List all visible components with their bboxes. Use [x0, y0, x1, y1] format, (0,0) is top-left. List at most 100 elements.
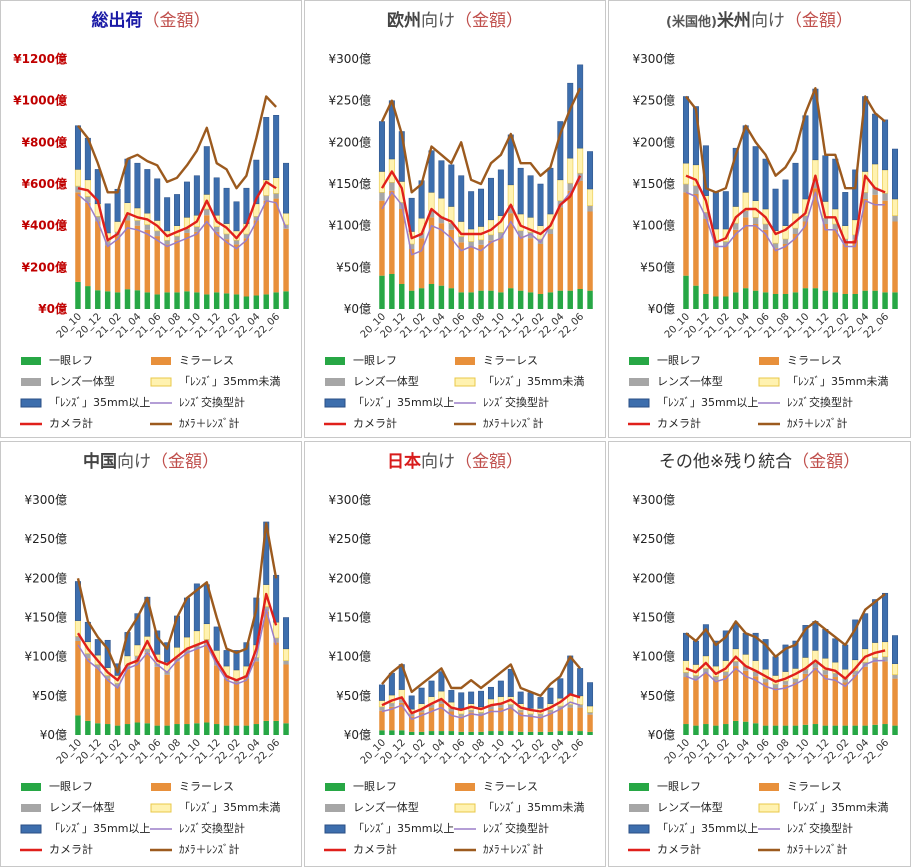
line-lens_total — [685, 659, 886, 691]
bar-mirrorless — [273, 642, 279, 721]
line-camera_total — [76, 592, 278, 682]
bar-lensfixed — [812, 662, 819, 668]
bar-lens_ge35 — [497, 680, 504, 697]
bar-lensfixed — [263, 195, 269, 201]
bar-lens_lt35 — [273, 177, 280, 194]
bar-lensfixed — [85, 196, 91, 203]
y-tick-label: ¥100億 — [632, 650, 675, 664]
bar-lensfixed — [862, 192, 868, 199]
legend-swatch — [628, 824, 650, 834]
bar-lens_ge35 — [233, 201, 240, 232]
y-tick-label: ¥200億 — [632, 571, 675, 585]
bar-lensfixed — [812, 180, 819, 189]
bar-slr — [693, 285, 699, 309]
legend-label: 「ﾚﾝｽﾞ」35mm以上 — [657, 396, 759, 409]
bar-lensfixed — [557, 706, 564, 710]
bar-slr — [723, 724, 729, 735]
bar-lens_lt35 — [882, 169, 889, 194]
bar-slr — [243, 296, 250, 309]
bar-slr — [194, 723, 200, 735]
title-suffix: （金額） — [151, 452, 219, 472]
title-suffix: （金額） — [455, 11, 523, 31]
y-tick-label: ¥250億 — [632, 94, 675, 108]
bar-slr — [862, 725, 868, 735]
bar-lens_ge35 — [587, 151, 594, 190]
legend-swatch — [324, 848, 346, 852]
bar-lensfixed — [762, 224, 769, 230]
line-camera_total — [685, 649, 886, 683]
bar-slr — [134, 722, 141, 735]
bar-mirrorless — [399, 702, 405, 731]
bar-slr — [872, 724, 878, 735]
bar-lens_ge35 — [772, 188, 779, 231]
legend-label: 「ﾚﾝｽﾞ」35mm未満 — [179, 375, 281, 388]
bar-slr — [733, 720, 739, 735]
bar-mirrorless — [154, 666, 160, 726]
bar-mirrorless — [577, 180, 583, 289]
bar-lens_ge35 — [567, 82, 574, 159]
bar-mirrorless — [75, 192, 81, 282]
y-tick-label: ¥1200億 — [13, 51, 67, 66]
bar-lensfixed — [723, 671, 729, 676]
bar-mirrorless — [458, 716, 464, 732]
bar-lensfixed — [792, 228, 799, 234]
legend-swatch — [454, 848, 476, 852]
bar-lensfixed — [792, 678, 799, 683]
bar-slr — [134, 290, 141, 309]
bar-mirrorless — [243, 678, 250, 726]
legend-swatch — [324, 398, 346, 408]
bar-lens_ge35 — [144, 169, 151, 214]
legend-label: 「ﾚﾝｽﾞ」35mm未満 — [483, 801, 585, 814]
bar-mirrorless — [408, 249, 415, 291]
bar-slr — [223, 725, 230, 735]
bar-mirrorless — [852, 239, 858, 294]
chart-panel-4: 日本向け（金額） ¥0億 ¥50億 ¥100億 ¥150億 ¥200億 ¥250億 ¥300億… — [304, 441, 606, 867]
bar-slr — [458, 731, 464, 735]
bar-slr — [154, 294, 160, 309]
bar-lens_ge35 — [832, 158, 839, 210]
bar-slr — [587, 731, 593, 735]
bar-lens_ge35 — [104, 203, 111, 234]
bar-slr — [812, 288, 819, 309]
bar-slr — [527, 292, 534, 309]
legend-swatch — [759, 357, 779, 365]
bar-mirrorless — [408, 716, 415, 732]
title-main: 欧州 — [387, 11, 421, 31]
bar-slr — [557, 731, 564, 735]
legend-label: ﾚﾝｽﾞ交換型計 — [483, 396, 549, 409]
legend-label: ミラーレス — [787, 354, 842, 367]
bar-mirrorless — [742, 670, 749, 722]
bar-slr — [772, 294, 779, 309]
bar-lensfixed — [104, 675, 111, 679]
bar-slr — [399, 730, 405, 735]
bar-lensfixed — [253, 657, 260, 662]
bar-lens_ge35 — [283, 162, 290, 214]
legend-swatch — [21, 783, 41, 791]
bar-slr — [488, 731, 494, 735]
bar-lensfixed — [832, 224, 839, 230]
bar-mirrorless — [438, 703, 445, 732]
bar-lensfixed — [389, 702, 395, 707]
bar-lensfixed — [547, 709, 554, 713]
bar-slr — [204, 722, 210, 735]
bar-lens_ge35 — [203, 146, 210, 195]
bar-lensfixed — [134, 220, 141, 226]
bar-slr — [184, 724, 190, 735]
legend-swatch — [629, 783, 649, 791]
bar-slr — [508, 288, 514, 309]
bar-mirrorless — [527, 238, 534, 293]
bar-lensfixed — [742, 210, 749, 218]
bar-lens_ge35 — [438, 160, 445, 199]
bar-mirrorless — [703, 219, 709, 294]
bar-lens_lt35 — [378, 171, 385, 193]
legend-swatch — [324, 824, 346, 834]
bar-slr — [752, 290, 759, 309]
legend-label: 「ﾚﾝｽﾞ」35mm以上 — [353, 396, 455, 409]
bar-lens_lt35 — [872, 642, 879, 658]
bar-lens_ge35 — [852, 619, 859, 661]
bar-mirrorless — [782, 684, 789, 726]
y-tick-label: ¥600億 — [22, 176, 67, 191]
legend-label: 「ﾚﾝｽﾞ」35mm以上 — [657, 822, 759, 835]
legend-swatch — [150, 828, 172, 830]
title-mid: 向け — [421, 452, 455, 472]
